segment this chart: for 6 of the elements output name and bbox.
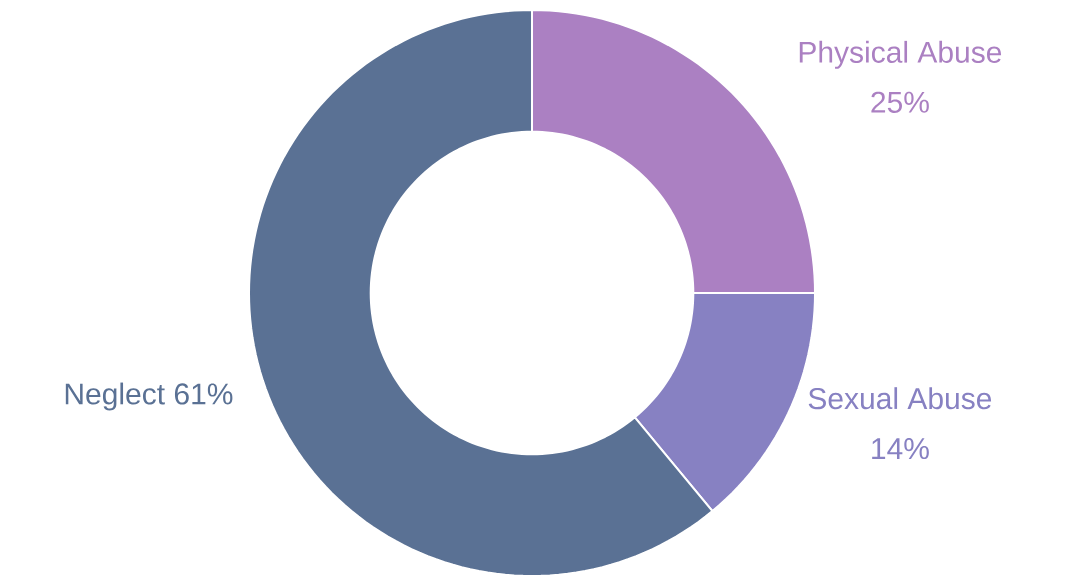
slice-label: Sexual Abuse <box>808 387 992 410</box>
slice-label: Physical Abuse <box>799 40 1002 69</box>
slice-label: Neglect <box>65 382 165 411</box>
data-label: 25% <box>871 91 929 113</box>
data-label: 14% <box>872 438 929 460</box>
data-label: 61% <box>174 383 233 405</box>
